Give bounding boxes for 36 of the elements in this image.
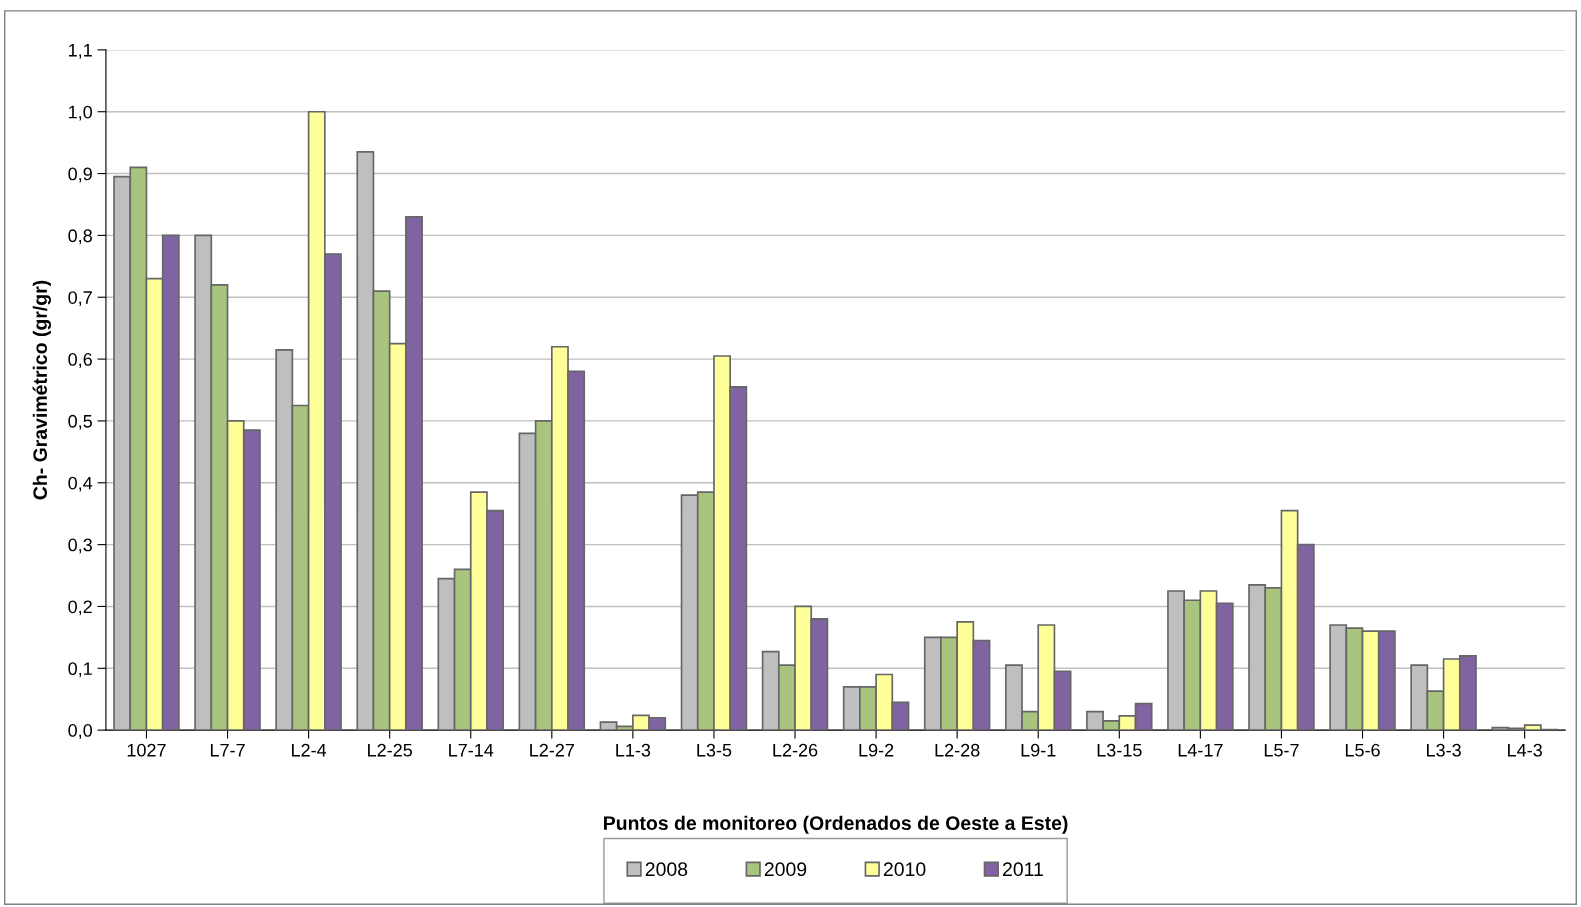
y-tick-label: 0,7 — [68, 291, 92, 307]
x-tick-label: L2-28 — [935, 743, 980, 757]
x-tick-label: L7-14 — [449, 743, 494, 757]
x-tick-label: L7-7 — [210, 743, 245, 757]
x-tick-label: L5-6 — [1345, 743, 1380, 757]
y-tick-label: 0,1 — [68, 662, 92, 678]
y-tick-label: 0,9 — [68, 167, 92, 183]
x-tick-label: L2-4 — [292, 743, 327, 757]
x-tick-label: L2-25 — [368, 743, 413, 757]
x-tick-label: L9-2 — [859, 743, 894, 757]
y-tick-label: 0,6 — [68, 353, 92, 368]
y-tick-label: 1,1 — [69, 44, 92, 59]
x-tick-label: L5-7 — [1264, 743, 1299, 757]
x-tick-label: L1-3 — [616, 743, 651, 757]
y-tick-label: 0,5 — [68, 414, 92, 430]
x-tick-label: L4-17 — [1178, 743, 1223, 757]
x-axis-title: Puntos de monitoreo (Ordenados de Oeste a Este) — [604, 815, 1068, 834]
y-axis-title: Ch- Gravimétrico (gr/gr) — [32, 280, 51, 500]
y-tick-label: 1,0 — [69, 105, 93, 121]
y-tick-label: 0,2 — [68, 600, 92, 616]
x-tick-label: L3-3 — [1427, 743, 1461, 757]
legend-label: 2011 — [1003, 862, 1043, 877]
y-tick-label: 0,0 — [68, 724, 93, 739]
x-tick-label: L9-1 — [1021, 743, 1056, 757]
legend-label: 2008 — [645, 862, 688, 877]
x-tick-label: L3-5 — [697, 743, 732, 757]
legend-label: 2010 — [883, 862, 926, 877]
legend-label: 2009 — [764, 862, 807, 877]
x-tick-label: L2-26 — [773, 743, 818, 757]
y-tick-label: 0,8 — [68, 229, 92, 245]
x-tick-label: L3-15 — [1097, 743, 1142, 757]
x-tick-label: L2-27 — [530, 743, 574, 757]
y-tick-label: 0,3 — [68, 538, 92, 554]
x-tick-label: L4-3 — [1508, 743, 1542, 757]
x-tick-label: 1027 — [127, 743, 166, 757]
y-tick-label: 0,4 — [68, 476, 93, 492]
